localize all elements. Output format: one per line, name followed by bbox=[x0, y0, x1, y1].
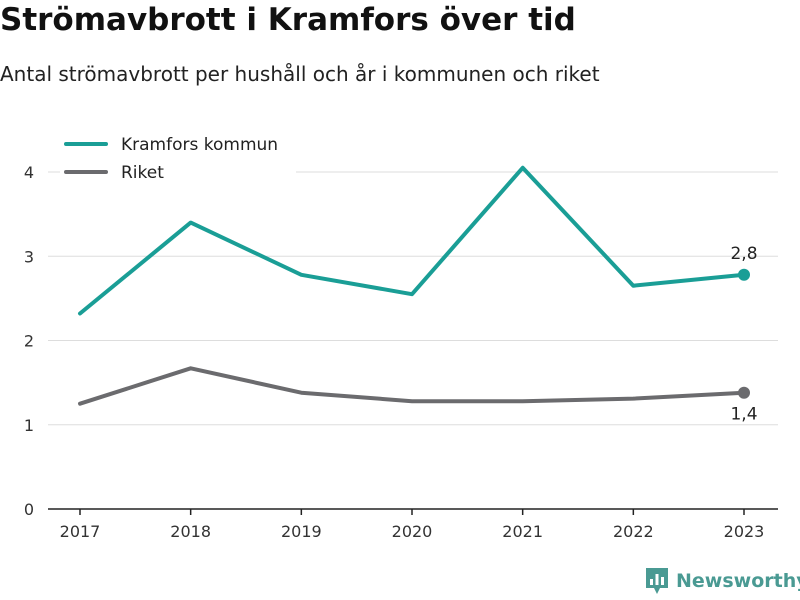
grid-lines bbox=[48, 171, 778, 510]
x-tick-label: 2019 bbox=[281, 522, 322, 541]
x-tick-label: 2021 bbox=[502, 522, 543, 541]
series-end-marker bbox=[738, 386, 750, 399]
series-end-marker bbox=[738, 268, 750, 281]
x-tick-label: 2018 bbox=[170, 522, 211, 541]
y-tick-label: 4 bbox=[24, 163, 34, 182]
series-end-label: 2,8 bbox=[730, 244, 757, 264]
series-line bbox=[78, 165, 746, 316]
legend-background bbox=[60, 126, 296, 154]
x-tick-label: 2017 bbox=[60, 522, 101, 541]
x-axis-ticks: 2017 2018 2019 2020 2021 2022 2023 bbox=[60, 509, 765, 541]
chart-title: Strömavbrott i Kramfors över tid bbox=[0, 2, 576, 38]
brand-name: Newsworthy bbox=[676, 570, 800, 592]
x-tick-label: 2022 bbox=[613, 522, 654, 541]
y-axis-ticks: 0 1 2 3 4 bbox=[24, 163, 34, 519]
legend: Kramfors kommun Riket bbox=[60, 126, 296, 183]
legend-label: Riket bbox=[121, 163, 164, 183]
y-tick-label: 3 bbox=[24, 247, 34, 266]
legend-background bbox=[60, 154, 296, 182]
series-group: 2,8 1,4 bbox=[78, 165, 758, 425]
y-tick-label: 2 bbox=[24, 332, 34, 351]
legend-label: Kramfors kommun bbox=[121, 135, 278, 155]
x-tick-label: 2023 bbox=[724, 522, 765, 541]
newsworthy-logo-icon bbox=[646, 568, 668, 594]
y-tick-label: 0 bbox=[24, 500, 34, 519]
x-tick-label: 2020 bbox=[392, 522, 433, 541]
series-line bbox=[78, 366, 746, 406]
y-tick-label: 1 bbox=[24, 416, 34, 435]
series-end-label: 1,4 bbox=[730, 405, 757, 425]
chart-subtitle: Antal strömavbrott per hushåll och år i … bbox=[0, 62, 600, 86]
brand-logo: Newsworthy bbox=[644, 566, 800, 596]
